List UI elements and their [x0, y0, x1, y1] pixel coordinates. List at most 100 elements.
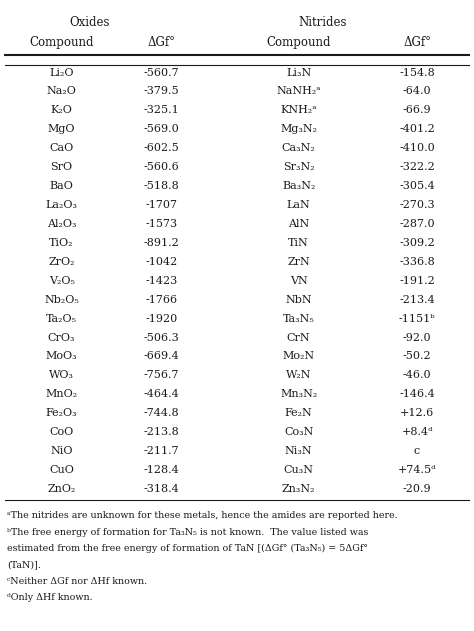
Text: Al₂O₃: Al₂O₃ — [47, 219, 76, 229]
Text: NiO: NiO — [50, 446, 73, 456]
Text: Ca₃N₂: Ca₃N₂ — [282, 143, 316, 153]
Text: -560.7: -560.7 — [143, 68, 179, 78]
Text: -1920: -1920 — [145, 314, 177, 324]
Text: Zn₃N₂: Zn₃N₂ — [282, 484, 315, 494]
Text: Li₃N: Li₃N — [286, 68, 311, 78]
Text: VN: VN — [290, 276, 308, 286]
Text: ΔGf°: ΔGf° — [403, 36, 431, 49]
Text: CrO₃: CrO₃ — [48, 333, 75, 343]
Text: -92.0: -92.0 — [403, 333, 431, 343]
Text: -1766: -1766 — [145, 295, 177, 305]
Text: estimated from the free energy of formation of TaN [(ΔGf° (Ta₃N₅) = 5ΔGf°: estimated from the free energy of format… — [7, 544, 368, 553]
Text: NaNH₂ᵃ: NaNH₂ᵃ — [276, 86, 321, 97]
Text: MnO₂: MnO₂ — [46, 389, 78, 399]
Text: CaO: CaO — [49, 143, 74, 153]
Text: Ba₃N₂: Ba₃N₂ — [282, 181, 315, 191]
Text: V₂O₅: V₂O₅ — [49, 276, 74, 286]
Text: La₂O₃: La₂O₃ — [46, 200, 78, 210]
Text: -1707: -1707 — [145, 200, 177, 210]
Text: BaO: BaO — [50, 181, 73, 191]
Text: Compound: Compound — [29, 36, 94, 49]
Text: ZnO₂: ZnO₂ — [47, 484, 76, 494]
Text: -1042: -1042 — [145, 257, 177, 267]
Text: -287.0: -287.0 — [399, 219, 435, 229]
Text: TiN: TiN — [288, 238, 309, 248]
Text: -191.2: -191.2 — [399, 276, 435, 286]
Text: CuO: CuO — [49, 465, 74, 475]
Text: -401.2: -401.2 — [399, 124, 435, 134]
Text: Nitrides: Nitrides — [298, 16, 346, 29]
Text: Ni₃N: Ni₃N — [285, 446, 312, 456]
Text: +8.4ᵈ: +8.4ᵈ — [401, 427, 433, 437]
Text: -64.0: -64.0 — [403, 86, 431, 97]
Text: Nb₂O₅: Nb₂O₅ — [44, 295, 79, 305]
Text: Na₂O: Na₂O — [46, 86, 77, 97]
Text: -560.6: -560.6 — [143, 162, 179, 172]
Text: Mg₃N₂: Mg₃N₂ — [280, 124, 317, 134]
Text: Mn₃N₂: Mn₃N₂ — [280, 389, 317, 399]
Text: LaN: LaN — [287, 200, 310, 210]
Text: -756.7: -756.7 — [144, 370, 179, 380]
Text: -270.3: -270.3 — [399, 200, 435, 210]
Text: -128.4: -128.4 — [143, 465, 179, 475]
Text: -318.4: -318.4 — [143, 484, 179, 494]
Text: -20.9: -20.9 — [403, 484, 431, 494]
Text: Cu₃N: Cu₃N — [283, 465, 314, 475]
Text: Fe₂N: Fe₂N — [285, 408, 312, 418]
Text: -154.8: -154.8 — [399, 68, 435, 78]
Text: -325.1: -325.1 — [143, 105, 179, 115]
Text: -146.4: -146.4 — [399, 389, 435, 399]
Text: -322.2: -322.2 — [399, 162, 435, 172]
Text: SrO: SrO — [51, 162, 73, 172]
Text: AlN: AlN — [288, 219, 309, 229]
Text: -506.3: -506.3 — [143, 333, 179, 343]
Text: ZrO₂: ZrO₂ — [48, 257, 75, 267]
Text: Co₃N: Co₃N — [284, 427, 313, 437]
Text: -50.2: -50.2 — [403, 351, 431, 362]
Text: -309.2: -309.2 — [399, 238, 435, 248]
Text: -1573: -1573 — [145, 219, 177, 229]
Text: ΔGf°: ΔGf° — [147, 36, 175, 49]
Text: ᶜNeither ΔGf nor ΔHf known.: ᶜNeither ΔGf nor ΔHf known. — [7, 577, 147, 586]
Text: +12.6: +12.6 — [400, 408, 434, 418]
Text: Oxides: Oxides — [70, 16, 110, 29]
Text: -410.0: -410.0 — [399, 143, 435, 153]
Text: -213.8: -213.8 — [143, 427, 179, 437]
Text: WO₃: WO₃ — [49, 370, 74, 380]
Text: -744.8: -744.8 — [143, 408, 179, 418]
Text: -213.4: -213.4 — [399, 295, 435, 305]
Text: c: c — [414, 446, 420, 456]
Text: +74.5ᵈ: +74.5ᵈ — [398, 465, 437, 475]
Text: -305.4: -305.4 — [399, 181, 435, 191]
Text: Mo₂N: Mo₂N — [283, 351, 315, 362]
Text: W₂N: W₂N — [286, 370, 311, 380]
Text: Compound: Compound — [266, 36, 331, 49]
Text: ZrN: ZrN — [287, 257, 310, 267]
Text: -1423: -1423 — [145, 276, 177, 286]
Text: ᵈOnly ΔHf known.: ᵈOnly ΔHf known. — [7, 593, 93, 602]
Text: Li₂O: Li₂O — [49, 68, 74, 78]
Text: (TaN)].: (TaN)]. — [7, 560, 41, 569]
Text: ᵃThe nitrides are unknown for these metals, hence the amides are reported here.: ᵃThe nitrides are unknown for these meta… — [7, 511, 398, 520]
Text: Ta₂O₅: Ta₂O₅ — [46, 314, 77, 324]
Text: Ta₃N₅: Ta₃N₅ — [283, 314, 314, 324]
Text: -518.8: -518.8 — [143, 181, 179, 191]
Text: K₂O: K₂O — [51, 105, 73, 115]
Text: MgO: MgO — [48, 124, 75, 134]
Text: -66.9: -66.9 — [403, 105, 431, 115]
Text: -569.0: -569.0 — [143, 124, 179, 134]
Text: TiO₂: TiO₂ — [49, 238, 74, 248]
Text: -602.5: -602.5 — [143, 143, 179, 153]
Text: -464.4: -464.4 — [143, 389, 179, 399]
Text: MoO₃: MoO₃ — [46, 351, 77, 362]
Text: -1151ᵇ: -1151ᵇ — [399, 314, 436, 324]
Text: -46.0: -46.0 — [403, 370, 431, 380]
Text: CoO: CoO — [49, 427, 74, 437]
Text: -336.8: -336.8 — [399, 257, 435, 267]
Text: Sr₃N₂: Sr₃N₂ — [283, 162, 314, 172]
Text: -669.4: -669.4 — [143, 351, 179, 362]
Text: CrN: CrN — [287, 333, 310, 343]
Text: ᵇThe free energy of formation for Ta₃N₅ is not known.  The value listed was: ᵇThe free energy of formation for Ta₃N₅ … — [7, 528, 368, 536]
Text: KNH₂ᵃ: KNH₂ᵃ — [280, 105, 317, 115]
Text: NbN: NbN — [285, 295, 312, 305]
